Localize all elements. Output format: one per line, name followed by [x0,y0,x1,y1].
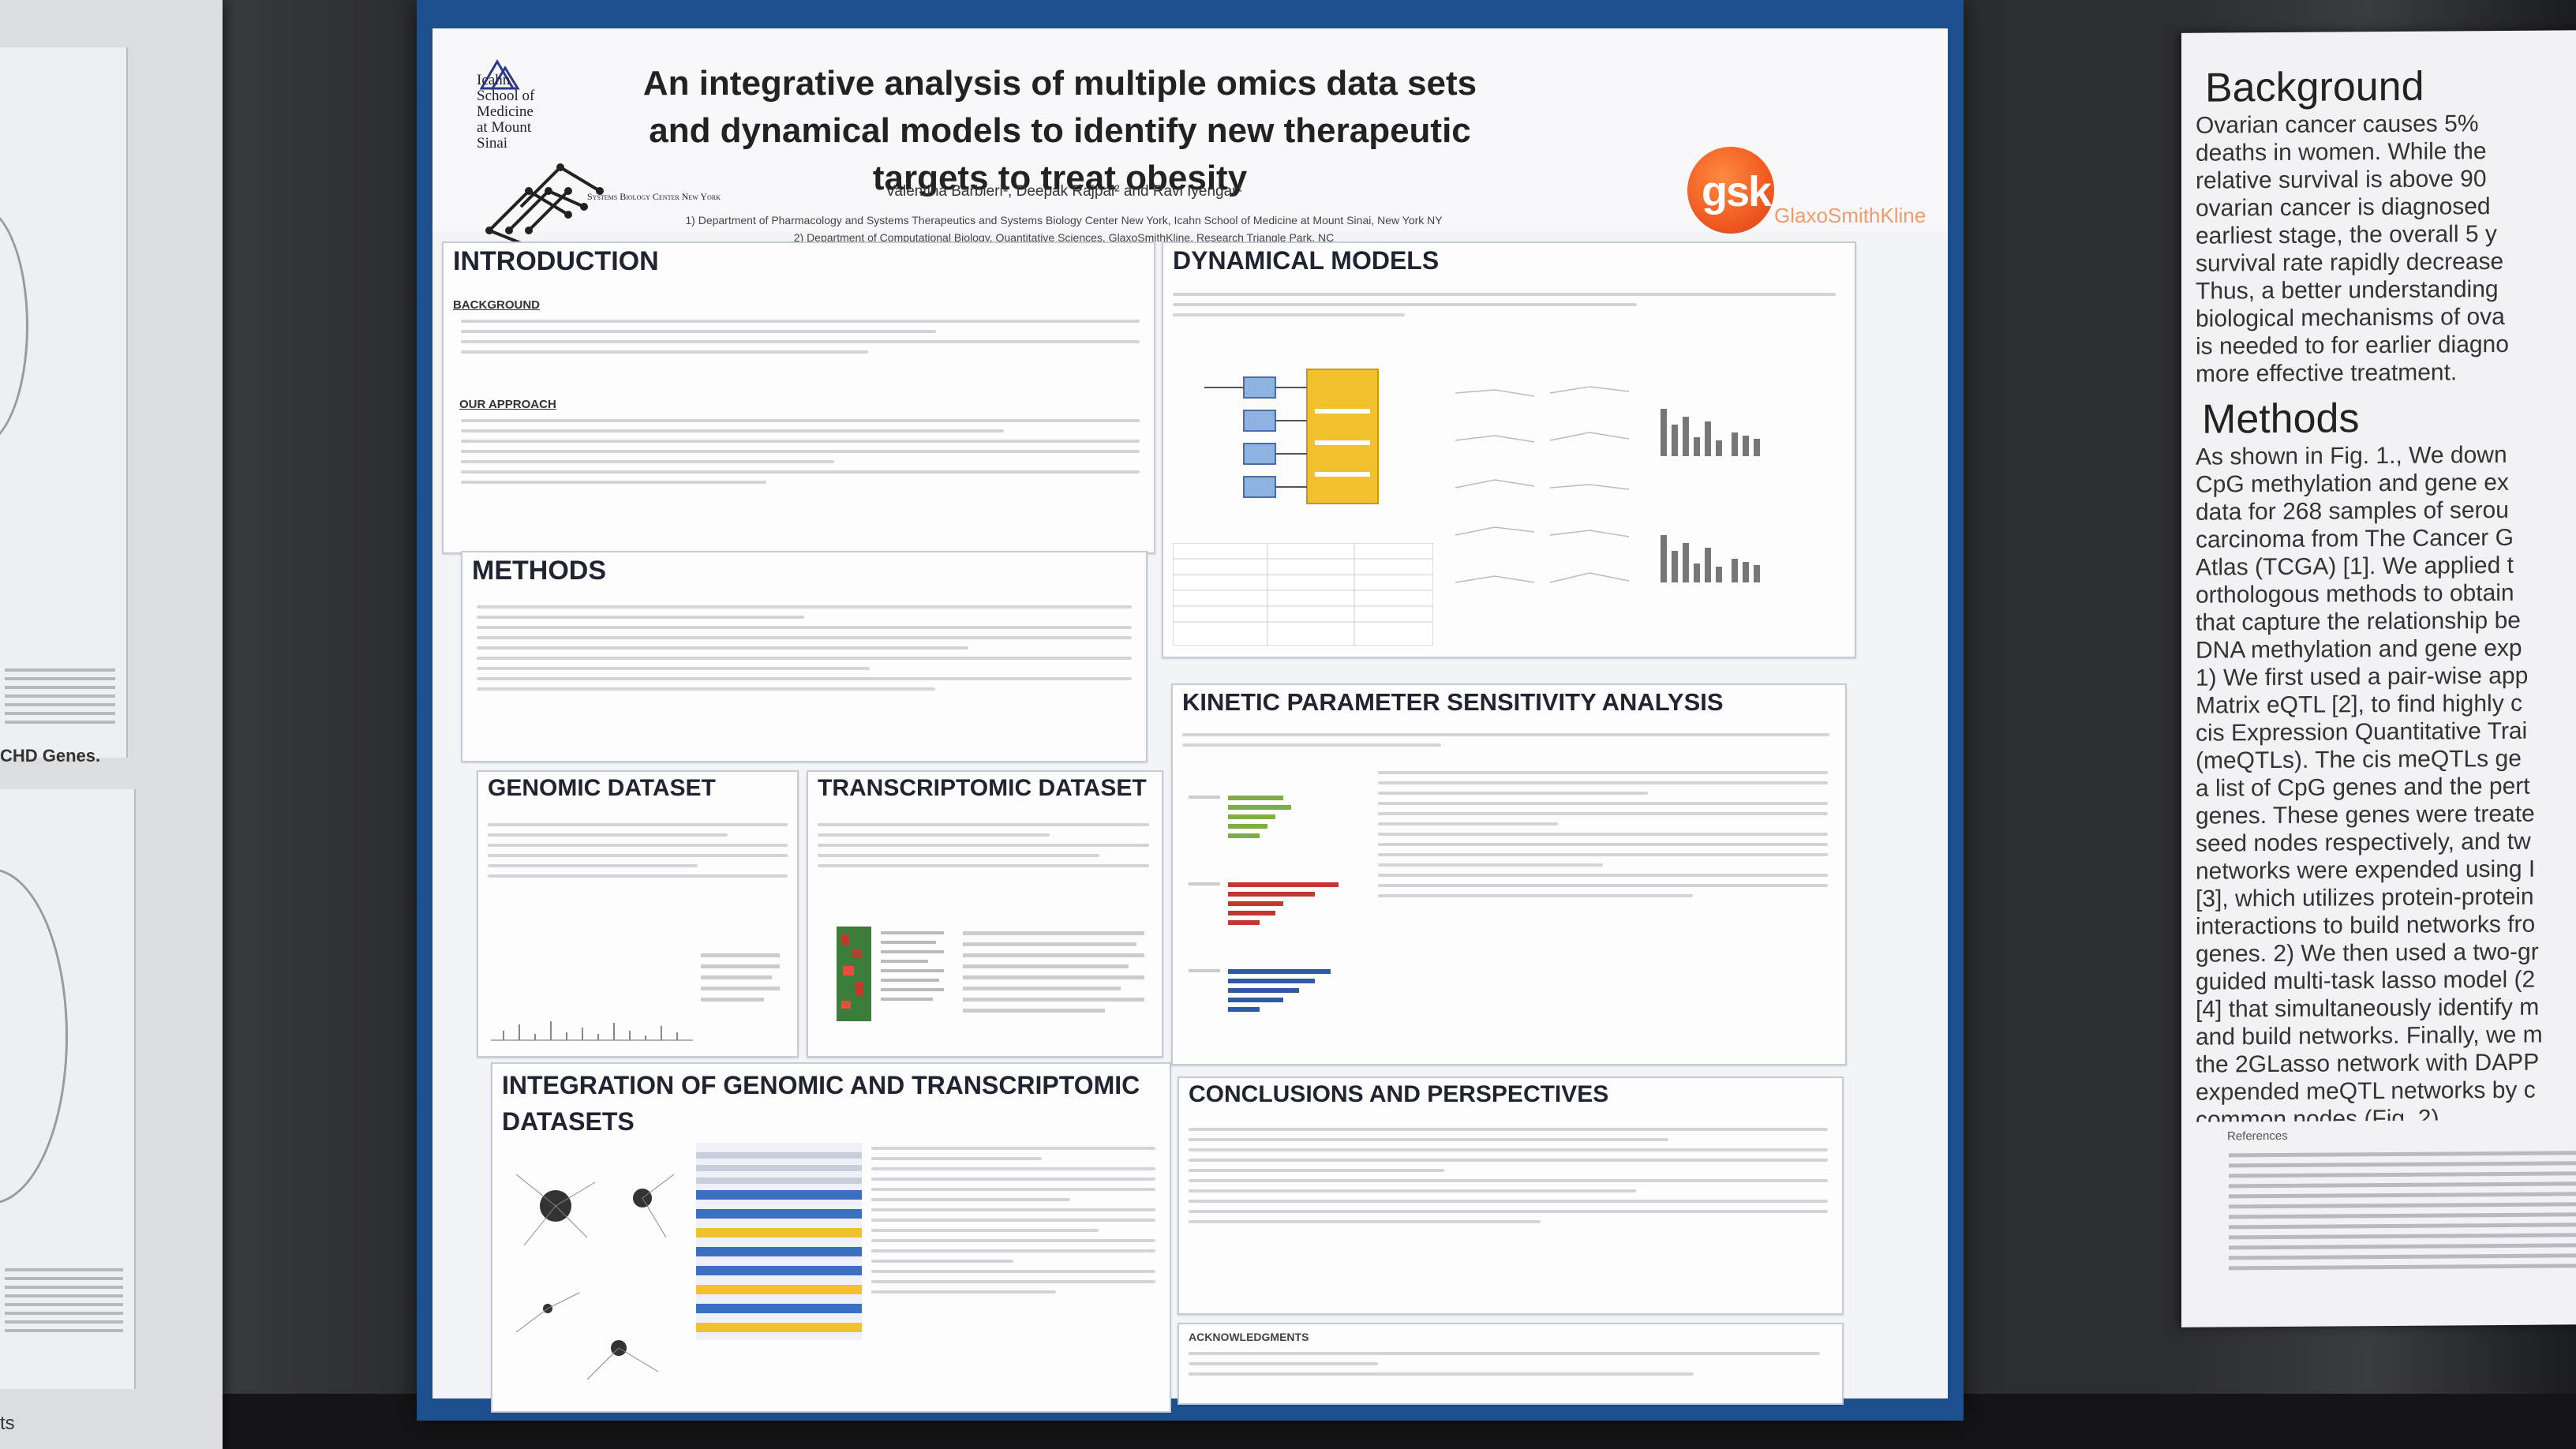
dynamical-title: DYNAMICAL MODELS [1173,246,1440,275]
dynamical-models-panel: DYNAMICAL MODELS [1162,242,1856,658]
time-course-plots-figure [1455,386,1630,583]
poster-paper: Icahn School of Medicine at Mount Sinai … [432,28,1948,1413]
right-background-text: Ovarian cancer causes 5% deaths in women… [2196,110,2509,388]
integration-title: INTEGRATION OF GENOMIC AND TRANSCRIPTOMI… [502,1071,1140,1136]
left-neighbor-poster: CHD Genes. ts [0,0,223,1449]
left-poster-column-top [0,47,128,758]
integration-panel: INTEGRATION OF GENOMIC AND TRANSCRIPTOMI… [491,1062,1171,1413]
genomic-dataset-panel: GENOMIC DATASET [477,770,799,1058]
methods-title: METHODS [472,556,606,586]
expression-heatmap-figure [837,927,1144,1021]
left-poster-column-bottom [0,789,136,1389]
gene-table-figure [696,1143,862,1340]
poster-header: Icahn School of Medicine at Mount Sinai … [432,28,1948,246]
introduction-panel: INTRODUCTION BACKGROUND OUR APPROACH [442,242,1155,554]
institution-unit: Systems Biology Center New York [587,191,721,202]
affiliation-1: 1) Department of Pharmacology and System… [685,214,1443,227]
ppi-network-figure [515,1174,675,1380]
acknowledgments-title: ACKNOWLEDGMENTS [1189,1331,1309,1343]
methods-text [477,598,1132,698]
left-text-block-2 [5,1263,123,1338]
poster-affiliations: 1) Department of Pharmacology and System… [669,212,1458,246]
manhattan-plot-figure [491,953,780,1041]
kinetic-sensitivity-panel: KINETIC PARAMETER SENSITIVITY ANALYSIS [1171,683,1847,1065]
kinetic-title: KINETIC PARAMETER SENSITIVITY ANALYSIS [1182,688,1724,716]
transcriptomic-text [818,816,1149,874]
concentration-bar-charts-figure [1661,409,1760,582]
left-text-block [5,663,115,729]
kinetic-results-text [1378,764,1828,904]
right-references-heading: References [2227,1129,2288,1144]
right-references-list [2229,1144,2576,1276]
right-background-heading: Background [2205,63,2424,111]
left-poster-bottom-text: ts [0,1413,15,1434]
sponsor-name: GlaxoSmithKline [1774,204,1926,227]
sensitivity-bar-chart-figure [1189,796,1339,1012]
right-methods-text: As shown in Fig. 1., We down CpG methyla… [2196,441,2543,1122]
background-text [461,313,1140,361]
main-poster: Icahn School of Medicine at Mount Sinai … [417,0,1964,1421]
introduction-title: INTRODUCTION [453,246,659,276]
right-neighbor-poster: Background Ovarian cancer causes 5% deat… [2181,30,2576,1327]
left-figure-ring [0,205,28,447]
left-poster-heading: CHD Genes. [0,746,101,766]
parameter-table-figure [1173,543,1433,646]
transcriptomic-dataset-panel: TRANSCRIPTOMIC DATASET [807,770,1163,1058]
conclusions-text [1189,1121,1828,1230]
genomic-text [488,816,788,885]
conclusions-title: CONCLUSIONS AND PERSPECTIVES [1189,1081,1609,1107]
acknowledgments-panel: ACKNOWLEDGMENTS [1178,1323,1844,1405]
dynamical-text [1173,286,1836,324]
transcriptomic-title: TRANSCRIPTOMIC DATASET [818,775,1147,801]
background-heading: BACKGROUND [453,298,540,312]
methods-panel: METHODS [461,551,1148,762]
left-figure-ring-2 [0,868,68,1204]
gsk-logo-text: gsk [1702,168,1772,215]
kinetic-text [1182,726,1829,754]
approach-heading: OUR APPROACH [459,398,556,411]
integration-text [871,1140,1155,1301]
conclusions-panel: CONCLUSIONS AND PERSPECTIVES [1178,1076,1844,1315]
approach-text [461,412,1140,491]
institution-name: Icahn School of Medicine at Mount Sinai [477,72,535,152]
poster-title: An integrative analysis of multiple omic… [642,64,1477,197]
right-methods-heading: Methods [2202,395,2360,443]
acknowledgments-text [1189,1345,1820,1383]
gsk-logo [1687,147,1774,234]
poster-authors: Valentina Barbieri¹, Deepak Rajpal² and … [886,183,1242,200]
genomic-title: GENOMIC DATASET [488,775,716,801]
compartment-model-figure [1204,369,1379,504]
affiliation-2: 2) Department of Computational Biology, … [793,231,1335,244]
